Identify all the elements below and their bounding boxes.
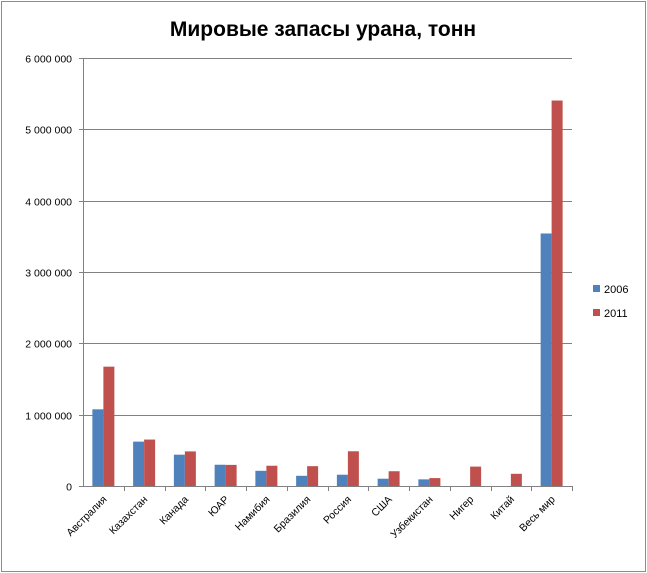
bar-2006 <box>92 409 104 486</box>
legend: 2006 2011 <box>593 284 628 320</box>
x-tick-label: Россия <box>321 494 354 527</box>
y-tick-label: 1 000 000 <box>25 411 72 423</box>
bar-2011 <box>510 473 522 486</box>
legend-label: 2011 <box>604 308 628 320</box>
y-tick-label: 6 000 000 <box>25 54 72 66</box>
bar-2011 <box>103 366 115 486</box>
y-axis: 0 1 000 000 2 000 000 3 000 000 4 000 000 5 0… <box>25 54 84 494</box>
x-tick-label: Австралия <box>64 494 109 539</box>
gridlines <box>83 58 572 487</box>
bar-2011 <box>347 451 359 486</box>
bar-2011 <box>551 100 563 487</box>
chart-title: Мировые запасы урана, тонн <box>170 18 476 41</box>
bar-2006 <box>214 464 226 486</box>
x-tick-label: Намибия <box>233 494 273 534</box>
bar-2011 <box>184 451 196 486</box>
legend-swatch-2011 <box>593 309 600 316</box>
y-tick-label: 4 000 000 <box>25 197 72 209</box>
x-tick-label: Бразилия <box>272 494 314 536</box>
bar-2006 <box>296 475 308 486</box>
bars <box>92 100 563 487</box>
bar-2006 <box>336 474 348 486</box>
x-tick-label: Китай <box>488 494 517 523</box>
bar-2011 <box>144 439 156 486</box>
x-tick-label: ЮАР <box>206 494 232 520</box>
bar-2011 <box>388 471 400 486</box>
bar-2011 <box>470 466 482 486</box>
bar-2006 <box>377 478 389 486</box>
bar-2011 <box>266 465 278 486</box>
bar-2011 <box>429 478 441 486</box>
bar-2011 <box>225 464 237 486</box>
x-tick-label: США <box>369 494 395 520</box>
legend-label: 2006 <box>604 284 628 296</box>
y-tick-label: 2 000 000 <box>25 339 72 351</box>
x-tick-label: Узбекистан <box>388 494 435 541</box>
bar-2006 <box>173 454 185 486</box>
bar-2011 <box>307 466 319 486</box>
y-tick-label: 3 000 000 <box>25 268 72 280</box>
bar-2006 <box>255 470 267 486</box>
bar-2006 <box>418 479 430 486</box>
bar-2006 <box>133 441 145 486</box>
x-tick-label: Нигер <box>447 494 476 523</box>
bar-2006 <box>540 233 552 486</box>
x-tick-label: Канада <box>157 494 191 528</box>
y-tick-label: 5 000 000 <box>25 125 72 137</box>
y-tick-label: 0 <box>66 482 72 494</box>
legend-swatch-2006 <box>593 285 600 292</box>
x-tick-label: Весь мир <box>517 494 558 535</box>
x-tick-label: Казахстан <box>107 494 150 537</box>
